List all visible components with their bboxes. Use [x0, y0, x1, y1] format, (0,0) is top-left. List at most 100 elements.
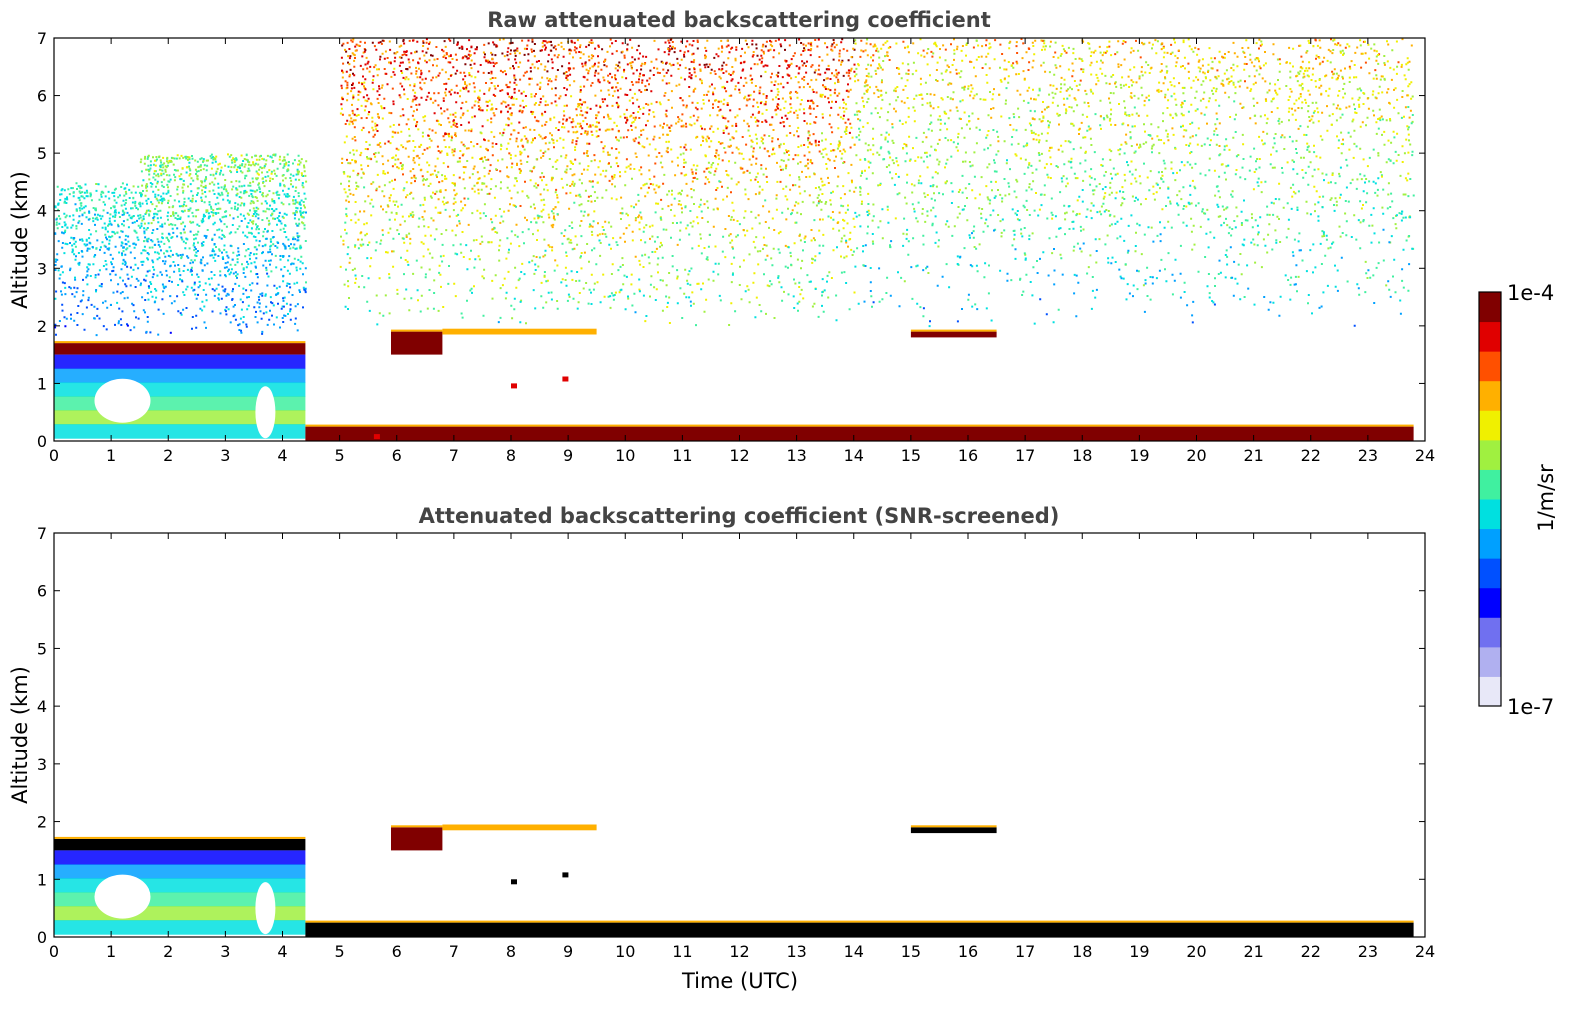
colorbar-step: [1479, 351, 1501, 382]
y-tick-label: 7: [37, 524, 47, 543]
x-tick-label: 24: [1415, 942, 1435, 961]
noise-speckle: [344, 239, 848, 326]
y-tick-label: 3: [37, 755, 47, 774]
colorbar-frame: [1478, 291, 1502, 707]
colorbar-step: [1479, 380, 1501, 411]
x-tick-label: 13: [786, 942, 806, 961]
feature-layer-edge: [54, 341, 306, 344]
noise-speckle: [169, 331, 172, 334]
x-tick-label: 3: [220, 446, 230, 465]
colorbar-step: [1479, 292, 1501, 323]
top-panel: Raw attenuated backscattering coefficien…: [8, 8, 1435, 465]
noise-speckle: [340, 38, 852, 207]
isolated-blob: [562, 872, 569, 878]
y-tick-label: 0: [37, 928, 47, 947]
top-y-axis-label: Altitude (km): [8, 171, 32, 309]
x-tick-label: 6: [392, 942, 402, 961]
noise-speckle: [857, 38, 1413, 151]
isolated-blob: [511, 383, 517, 389]
noise-speckle: [339, 67, 856, 324]
x-tick-label: 9: [563, 942, 573, 961]
feature-layer: [305, 426, 1414, 441]
x-tick-label: 14: [844, 446, 864, 465]
colorbar-step: [1479, 528, 1501, 559]
x-tick-label: 9: [563, 446, 573, 465]
feature-layer-edge: [910, 825, 997, 828]
feature-gap: [94, 874, 151, 919]
noise-speckle: [872, 298, 1356, 327]
x-tick-label: 0: [49, 446, 59, 465]
x-tick-label: 21: [1243, 446, 1263, 465]
feature-layer: [910, 331, 997, 338]
y-tick-label: 4: [37, 202, 47, 221]
bottom-y-axis: 0 1 2 3 4 5 6 7: [37, 524, 1425, 947]
x-tick-label: 17: [1015, 446, 1035, 465]
feature-layer: [305, 922, 1414, 937]
feature-layer: [54, 838, 306, 851]
y-tick-label: 0: [37, 432, 47, 451]
noise-speckle: [497, 300, 692, 324]
x-tick-label: 8: [506, 942, 516, 961]
x-tick-label: 1: [106, 446, 116, 465]
noise-speckle: [853, 38, 1413, 220]
x-tick-label: 18: [1072, 942, 1092, 961]
noise-speckle: [341, 38, 856, 264]
x-tick-label: 2: [163, 446, 173, 465]
y-tick-label: 5: [37, 144, 47, 163]
x-tick-label: 12: [729, 942, 749, 961]
x-tick-label: 4: [277, 942, 287, 961]
colorbar-step: [1479, 676, 1501, 707]
bottom-heatmap: [54, 824, 1414, 937]
y-tick-label: 6: [37, 582, 47, 601]
noise-speckle: [340, 38, 856, 149]
bottom-panel: Attenuated backscattering coefficient (S…: [8, 504, 1435, 993]
bottom-panel-title: Attenuated backscattering coefficient (S…: [419, 504, 1060, 528]
noise-speckle: [344, 180, 855, 327]
x-tick-label: 18: [1072, 446, 1092, 465]
colorbar-step: [1479, 499, 1501, 530]
x-tick-label: 3: [220, 942, 230, 961]
colorbar-step: [1479, 617, 1501, 648]
x-tick-label: 11: [672, 446, 692, 465]
x-tick-label: 22: [1301, 942, 1321, 961]
colorbar-step: [1479, 558, 1501, 589]
x-tick-label: 16: [958, 446, 978, 465]
x-tick-label: 16: [958, 942, 978, 961]
colorbar: 1e-4 1e-7 1/m/sr: [1478, 281, 1558, 719]
feature-layer: [910, 827, 997, 834]
noise-speckle: [54, 183, 142, 304]
colorbar-min-label: 1e-7: [1507, 695, 1554, 719]
x-tick-label: 12: [729, 446, 749, 465]
x-tick-label: 7: [449, 942, 459, 961]
x-axis-label: Time (UTC): [681, 969, 798, 993]
colorbar-step: [1479, 587, 1501, 618]
feature-band: [54, 920, 306, 935]
x-tick-label: 24: [1415, 446, 1435, 465]
noise-speckle: [854, 159, 1414, 328]
noise-speckle: [143, 268, 307, 335]
y-tick-label: 1: [37, 870, 47, 889]
feature-layer-edge: [54, 836, 306, 839]
x-tick-label: 14: [844, 942, 864, 961]
x-tick-label: 15: [901, 446, 921, 465]
x-tick-label: 10: [615, 942, 635, 961]
feature-layer: [442, 328, 597, 335]
x-tick-label: 19: [1129, 446, 1149, 465]
x-tick-label: 7: [449, 446, 459, 465]
x-tick-label: 15: [901, 942, 921, 961]
x-tick-label: 21: [1243, 942, 1263, 961]
x-tick-label: 6: [392, 446, 402, 465]
noise-speckle: [140, 211, 307, 336]
x-tick-label: 17: [1015, 942, 1035, 961]
x-tick-label: 10: [615, 446, 635, 465]
colorbar-max-label: 1e-4: [1507, 281, 1554, 305]
noise-speckle: [340, 129, 854, 326]
feature-gap: [255, 882, 276, 935]
colorbar-steps: [1479, 292, 1501, 707]
feature-band: [54, 850, 306, 865]
x-tick-label: 5: [335, 942, 345, 961]
x-tick-label: 13: [786, 446, 806, 465]
noise-speckle: [54, 203, 140, 337]
colorbar-step: [1479, 469, 1501, 500]
noise-speckle: [863, 228, 1411, 318]
